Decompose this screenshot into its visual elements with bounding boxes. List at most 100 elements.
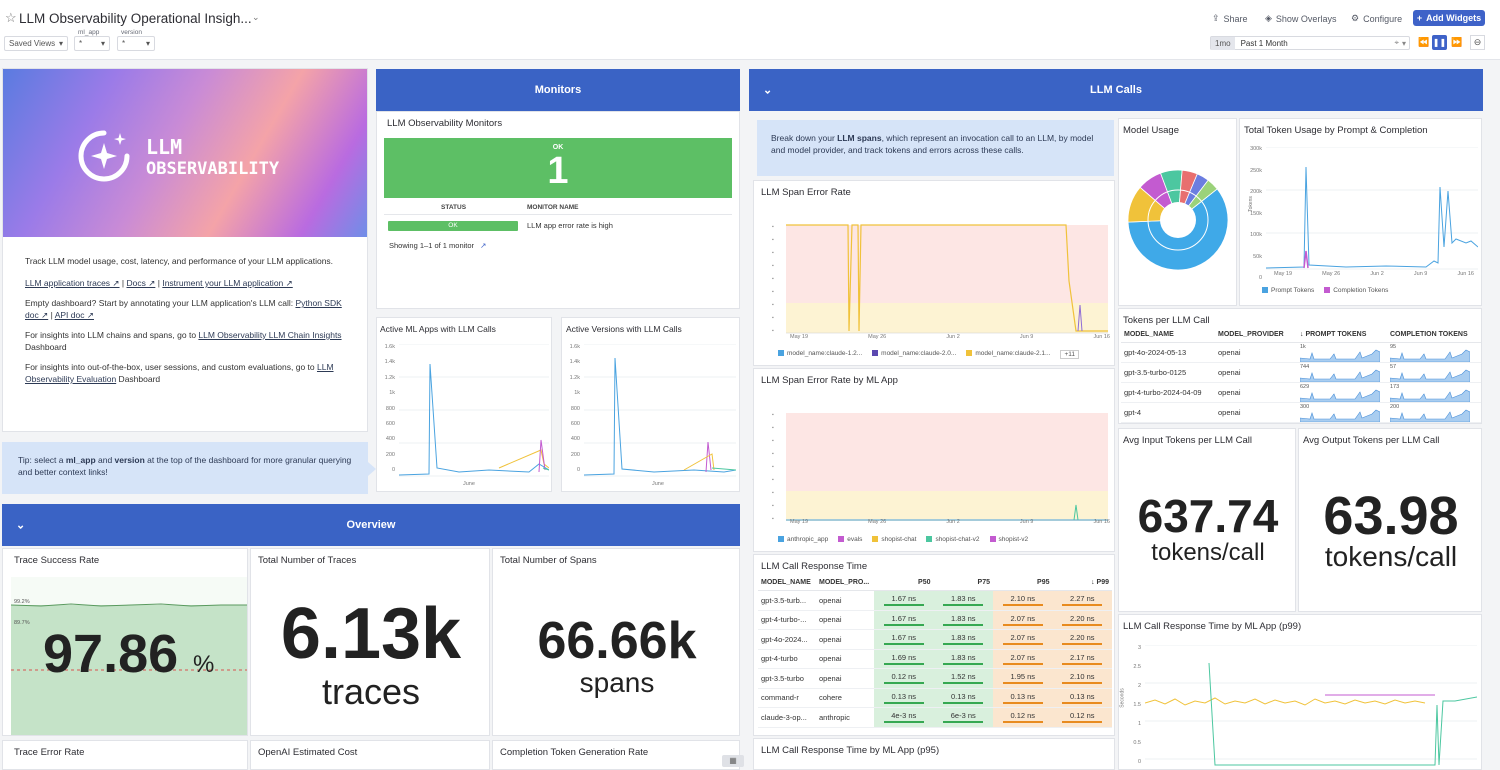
time-range-selector[interactable]: 1mo Past 1 Month ⌖ ▾ <box>1210 36 1410 50</box>
chevron-down-icon[interactable]: ⌄ <box>763 84 773 97</box>
pause-button[interactable]: ❚❚ <box>1432 35 1447 50</box>
ytick: 150k <box>1250 210 1262 217</box>
python-sdk-link[interactable]: Python SDK doc ↗ <box>25 298 342 320</box>
col-header[interactable]: COMPLETION TOKENS <box>1387 327 1481 343</box>
p4-text: For insights into out-of-the-box, user s… <box>25 362 317 372</box>
legend-more[interactable]: +11 <box>1060 350 1080 359</box>
token-ylabel: Tokens <box>1247 196 1254 212</box>
traces-link[interactable]: LLM application traces ↗ <box>25 278 120 288</box>
version-select[interactable]: * ▾ <box>117 36 155 51</box>
chevron-down-icon[interactable]: ⌄ <box>16 519 26 532</box>
table-row[interactable]: gpt-3.5-turbo openai 0.12 ns 1.52 ns 1.95 ns… <box>758 668 1112 689</box>
cell-value: 2.27 ns <box>1069 594 1095 604</box>
table-row[interactable]: gpt-4-turbo-... openai 1.67 ns 1.83 ns 2.07 … <box>758 610 1112 630</box>
instrument-link[interactable]: Instrument your LLM application ↗ <box>162 278 293 288</box>
avg-out-value: 63.98 <box>1323 486 1459 546</box>
xtick: Jun 9 <box>1019 334 1034 340</box>
grid-toggle-icon[interactable]: ▦ <box>722 755 744 767</box>
col-header[interactable]: P50 <box>874 575 934 591</box>
share-button[interactable]: ⇪ Share <box>1212 13 1248 24</box>
legend-item[interactable]: evals <box>838 536 862 543</box>
overview-group-header[interactable]: ⌄ Overview <box>2 504 740 546</box>
col-header[interactable]: MODEL_NAME <box>758 575 816 591</box>
llm-calls-group-header[interactable]: ⌄ LLM Calls <box>749 69 1483 111</box>
monitor-status-tile[interactable]: OK 1 <box>384 138 732 198</box>
table-row[interactable]: gpt-3.5-turbo-0125 openai 744 57 <box>1121 362 1481 383</box>
add-widgets-button[interactable]: + Add Widgets <box>1413 10 1485 26</box>
api-doc-link[interactable]: API doc ↗ <box>54 310 94 320</box>
table-row[interactable]: gpt-4-turbo-2024-04-09 openai 629 173 <box>1121 382 1481 403</box>
span-error-xaxis: May 19 May 26 Jun 2 Jun 9 Jun 16 <box>790 334 1110 340</box>
legend-label: model_name:claude-1.2... <box>787 350 863 357</box>
col-header[interactable]: ↓ P99 <box>1052 575 1112 591</box>
xtick: Jun 2 <box>1370 271 1384 277</box>
legend-item[interactable]: model_name:claude-1.2... <box>778 350 862 359</box>
col-header[interactable]: MODEL_NAME <box>1121 327 1215 343</box>
rewind-icon[interactable]: ⏪ <box>1418 37 1430 47</box>
ytick: 1.4k <box>384 359 395 366</box>
external-link-icon[interactable]: ↗ <box>480 241 487 250</box>
chain-insights-link[interactable]: LLM Observability LLM Chain Insights <box>198 330 342 340</box>
cell-bar <box>1062 623 1103 626</box>
chevron-down-icon[interactable]: ⌄ <box>252 12 260 22</box>
cell-bar <box>883 623 924 626</box>
cell-value: openai <box>1218 408 1241 417</box>
table-cell: 0.13 ns <box>874 688 934 708</box>
monitor-row-name[interactable]: LLM app error rate is high <box>527 221 613 230</box>
table-row[interactable]: gpt-4 openai 300 200 <box>1121 402 1481 423</box>
dashboard-title[interactable]: LLM Observability Operational Insigh... <box>19 11 252 26</box>
forward-icon[interactable]: ⏩ <box>1451 37 1463 47</box>
table-row[interactable]: gpt-4-turbo openai 1.69 ns 1.83 ns 2.07 ns 2.… <box>758 649 1112 669</box>
docs-link[interactable]: Docs ↗ <box>126 278 156 288</box>
sparkline-max-label: 300 <box>1300 404 1310 410</box>
table-row[interactable]: command-r cohere 0.13 ns 0.13 ns 0.13 ns 0.13… <box>758 688 1112 708</box>
col-header[interactable]: P95 <box>993 575 1053 591</box>
overlays-icon: ◈ <box>1265 13 1272 23</box>
table-cell: gpt-4-turbo-... <box>758 610 816 630</box>
xtick: May 26 <box>868 334 887 340</box>
ytick: 1.2k <box>384 374 395 381</box>
span-error-chart <box>786 224 1108 334</box>
table-header-row: MODEL_NAME MODEL_PRO... P50 P75 P95 ↓ P9… <box>758 575 1112 591</box>
col-header[interactable]: MODEL_PRO... <box>816 575 874 591</box>
legend-item[interactable]: shopist-chat <box>872 536 916 543</box>
legend-item[interactable]: Completion Tokens <box>1324 287 1388 294</box>
ml-app-select[interactable]: * ▾ <box>74 36 110 51</box>
legend-item[interactable]: Prompt Tokens <box>1262 287 1314 294</box>
monitors-panel: LLM Observability Monitors OK 1 STATUS M… <box>376 111 740 309</box>
col-header[interactable]: ↓ PROMPT TOKENS <box>1297 327 1387 343</box>
table-row[interactable]: gpt-4o-2024... openai 1.67 ns 1.83 ns 2.07 n… <box>758 629 1112 650</box>
spans-title: Total Number of Spans <box>500 555 597 566</box>
active-apps-xtick: June <box>463 481 475 487</box>
cell-value: command-r <box>761 693 799 703</box>
table-row[interactable]: gpt-4o-2024-05-13 openai 1k 95 <box>1121 342 1481 363</box>
legend-item[interactable]: shopist-v2 <box>989 536 1028 543</box>
error-rate-title: Trace Error Rate <box>14 747 85 758</box>
legend-item[interactable]: model_name:claude-2.0... <box>872 350 956 359</box>
cell-bar <box>943 643 984 646</box>
zoom-out-icon[interactable]: ⊖ <box>1470 35 1485 50</box>
show-overlays-button[interactable]: ◈ Show Overlays <box>1265 13 1336 24</box>
ytick: 1 <box>1137 721 1141 727</box>
legend-label: model_name:claude-2.1... <box>975 350 1051 357</box>
table-row[interactable]: gpt-3.5-turb... openai 1.67 ns 1.83 ns 2.10 … <box>758 590 1112 611</box>
cell-bar <box>1002 604 1043 607</box>
table-cell: cohere <box>816 688 874 708</box>
star-icon[interactable]: ☆ <box>5 10 17 25</box>
legend-item[interactable]: shopist-chat-v2 <box>926 536 980 543</box>
col-header[interactable]: P75 <box>933 575 993 591</box>
col-header[interactable]: MODEL_PROVIDER <box>1215 327 1297 343</box>
llm-calls-group-title: LLM Calls <box>1090 84 1142 96</box>
configure-button[interactable]: ⚙ Configure <box>1351 13 1402 24</box>
avg-output-panel: Avg Output Tokens per LLM Call 63.98 tok… <box>1298 428 1482 612</box>
intro-paragraph-1: Track LLM model usage, cost, latency, an… <box>25 256 334 266</box>
evaluation-link[interactable]: LLM Observability Evaluation <box>25 362 334 384</box>
saved-views-select[interactable]: Saved Views ▾ <box>4 36 68 51</box>
ytick: 0 <box>1258 275 1262 281</box>
share-label: Share <box>1223 13 1248 24</box>
table-row[interactable]: claude-3-op... anthropic 4e-3 ns 6e-3 ns 0.1… <box>758 707 1112 728</box>
monitors-group-header[interactable]: Monitors <box>376 69 740 111</box>
legend-item[interactable]: anthropic_app <box>778 536 828 543</box>
cell-value: 1.83 ns <box>950 594 976 604</box>
legend-item[interactable]: model_name:claude-2.1... <box>966 350 1050 359</box>
